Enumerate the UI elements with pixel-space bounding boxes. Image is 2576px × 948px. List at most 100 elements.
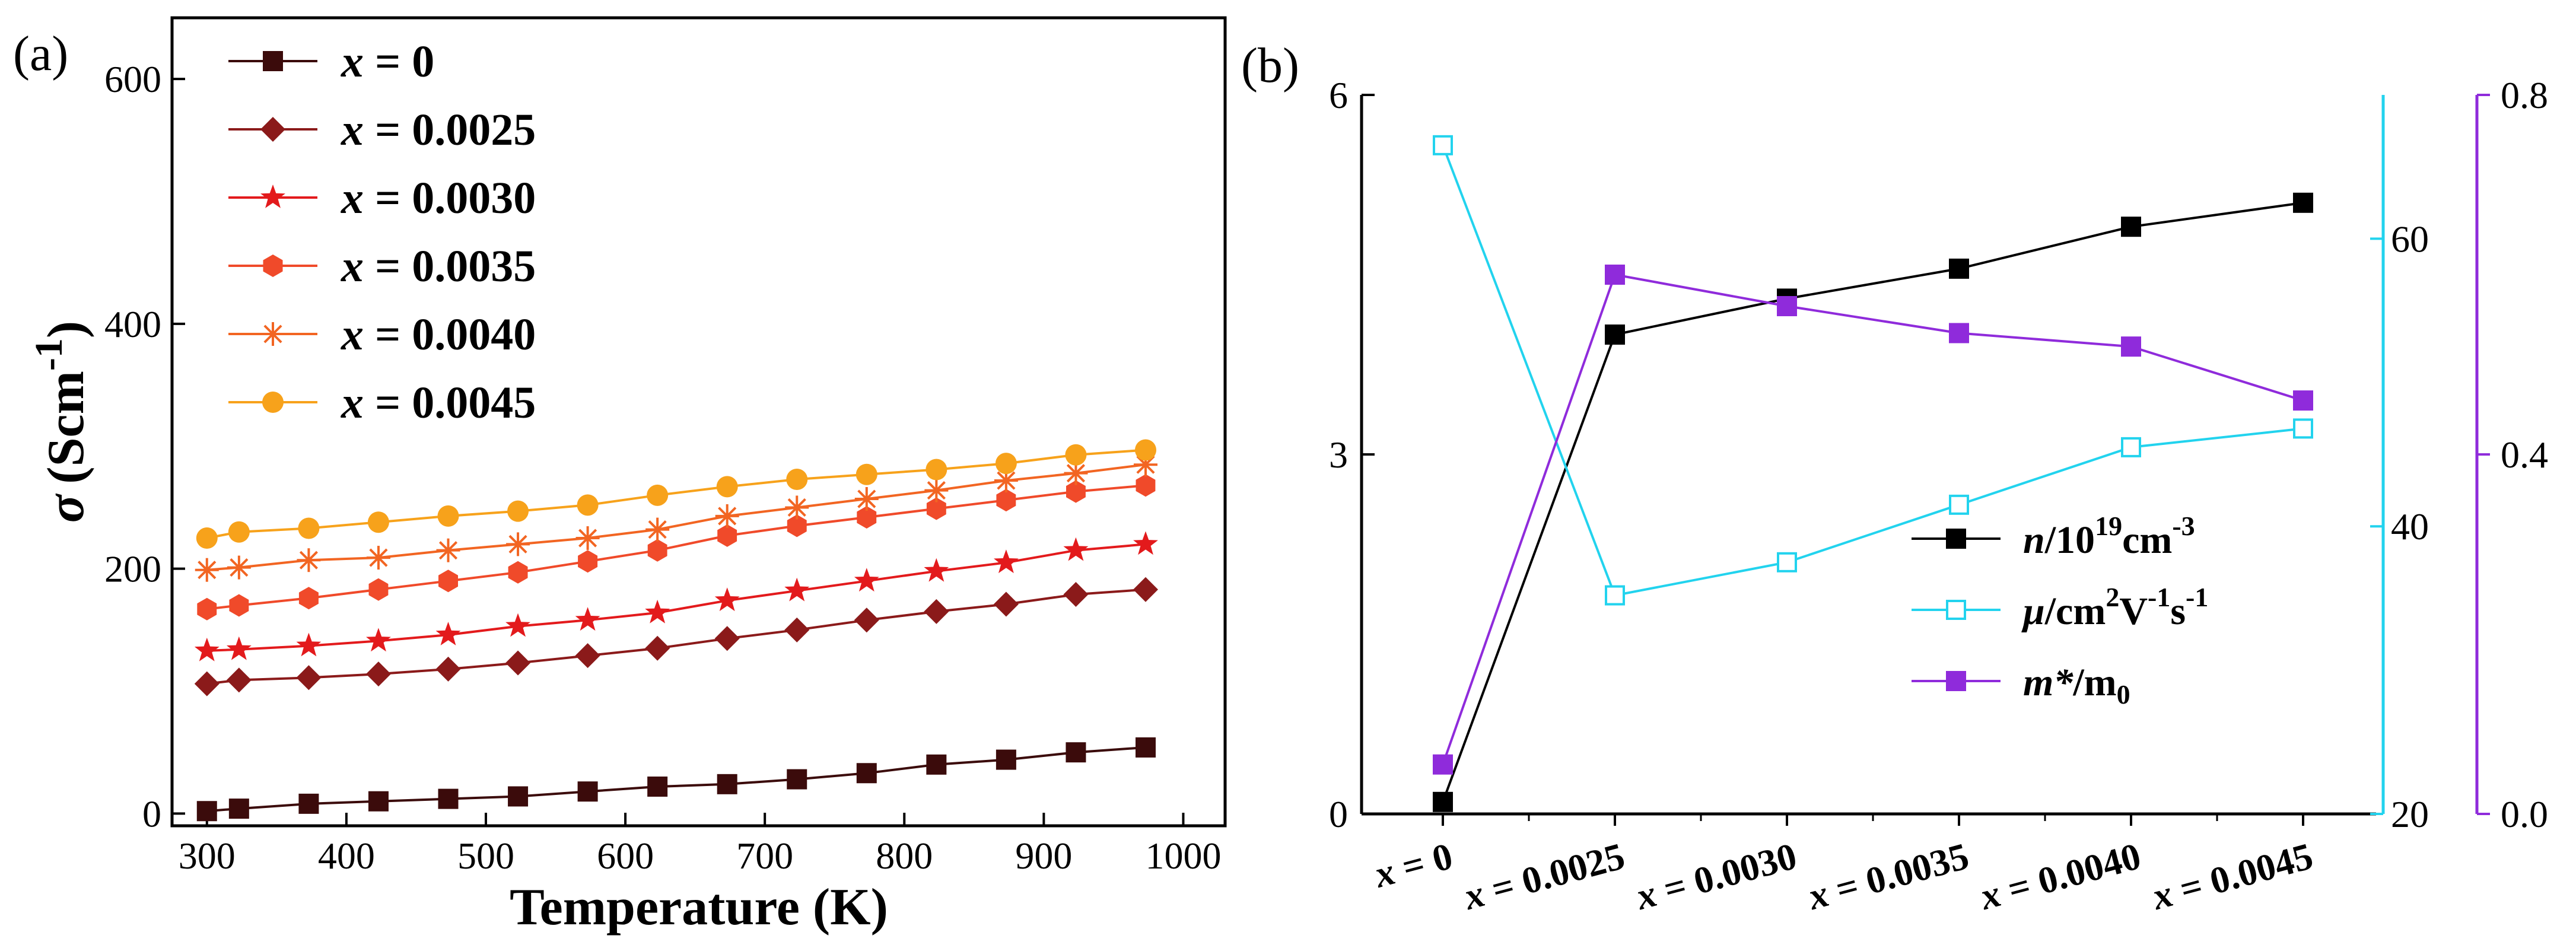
data-point (577, 494, 599, 516)
data-point (1777, 296, 1797, 317)
data-point (1066, 480, 1086, 503)
data-point (227, 555, 251, 580)
x-tick-label: 1000 (1145, 835, 1221, 877)
legend-sup: -1 (2148, 582, 2170, 612)
data-point (1605, 265, 1625, 285)
x-category-label: x = 0 (1369, 835, 1456, 896)
data-point (2293, 390, 2313, 411)
data-point (367, 511, 389, 533)
data-point (787, 514, 807, 537)
data-point (228, 521, 250, 543)
category-value: = 0.0045 (2166, 835, 2317, 913)
panel-a-plot-frame (170, 16, 1227, 828)
mid-tick-label: 20 (2391, 793, 2429, 835)
data-point (856, 463, 877, 485)
legend-var: x (341, 105, 364, 155)
legend-rest: /10 (2044, 518, 2095, 562)
asterisk-stroke (369, 548, 388, 567)
data-point (645, 517, 670, 542)
legend-value: = 0 (364, 37, 434, 87)
data-point (924, 558, 949, 582)
y-label-exponent: -1 (27, 338, 71, 371)
legend-sup: -3 (2172, 511, 2195, 541)
legend-main: n (2023, 518, 2045, 562)
legend-label: x = 0 (341, 37, 434, 87)
asterisk-stroke (578, 529, 597, 548)
data-point (926, 497, 946, 520)
data-point (1605, 325, 1625, 345)
legend-label: m*/m0 (2023, 661, 2130, 710)
x-category-label: x = 0.0025 (1459, 835, 1629, 918)
data-point (645, 635, 670, 661)
data-point (577, 781, 598, 802)
data-point (197, 597, 217, 621)
data-point (575, 607, 600, 631)
data-point (506, 532, 530, 556)
legend-value: = 0.0025 (364, 105, 536, 155)
data-point (647, 539, 667, 562)
data-point (194, 671, 220, 696)
data-point (784, 617, 810, 642)
data-point (195, 558, 219, 582)
data-point (787, 769, 807, 790)
legend-value: = 0.0035 (364, 241, 536, 291)
legend-value: = 0.0040 (364, 310, 536, 360)
data-point (575, 526, 600, 551)
data-point (2293, 418, 2313, 439)
legend-sup: 19 (2095, 511, 2122, 541)
panel-a-series (194, 439, 1158, 822)
legend-sup: 2 (2106, 582, 2119, 612)
y-tick-label: 200 (104, 548, 161, 590)
series-line-1 (1442, 145, 2304, 597)
data-point (856, 763, 877, 784)
data-point (1605, 585, 1625, 606)
data-point (995, 453, 1017, 475)
data-point (645, 599, 670, 623)
legend-label: μ/cm2V-1s-1 (2021, 582, 2208, 633)
data-point (196, 527, 218, 549)
y-label-symbol: σ (37, 493, 95, 523)
data-point (993, 591, 1019, 617)
legend-marker (1946, 529, 1966, 549)
legend-marker (260, 184, 285, 208)
right-tick-label: 0.4 (2501, 434, 2548, 476)
data-point (297, 548, 321, 572)
data-point (2121, 217, 2141, 237)
legend-label: x = 0.0025 (341, 105, 536, 155)
panel-a: (a) 300 400 500 600 700 800 900 10000200400600 … (13, 16, 1227, 936)
legend-marker (260, 117, 285, 142)
legend-label: n/1019cm-3 (2023, 511, 2195, 562)
asterisk-stroke (927, 481, 946, 500)
legend-marker (261, 322, 285, 346)
right-tick-label: 0.0 (2501, 793, 2548, 835)
data-point (647, 776, 668, 797)
data-point (1133, 577, 1158, 602)
data-point (226, 636, 252, 660)
legend-label: x = 0.0030 (341, 173, 536, 223)
data-point (1065, 444, 1087, 466)
data-point (784, 577, 810, 602)
panel-a-x-axis-label: Temperature (K) (510, 879, 888, 936)
data-point (1777, 552, 1797, 572)
data-point (1066, 742, 1086, 763)
y-tick-label: 0 (142, 793, 161, 835)
legend-marker (1946, 671, 1966, 691)
asterisk-stroke (198, 561, 217, 580)
panel-a-y-axis-label: σ (Scm-1) (27, 321, 95, 523)
legend-value: = 0.0045 (364, 378, 536, 428)
x-category-label: x = 0.0045 (2147, 835, 2317, 918)
panel-b-series (1433, 135, 2313, 812)
data-point (857, 506, 877, 529)
data-point (368, 791, 389, 812)
data-point (924, 599, 949, 624)
data-point (1133, 531, 1158, 555)
data-point (2293, 192, 2313, 213)
legend-rest: /m (2072, 661, 2116, 704)
x-tick-label: 900 (1015, 835, 1072, 877)
panel-a-legend: x = 0 x = 0.0025 x = 0.0030 x = 0.0035 x = 0… (228, 37, 536, 428)
legend-label: x = 0.0040 (341, 310, 536, 360)
asterisk-stroke (230, 558, 249, 577)
